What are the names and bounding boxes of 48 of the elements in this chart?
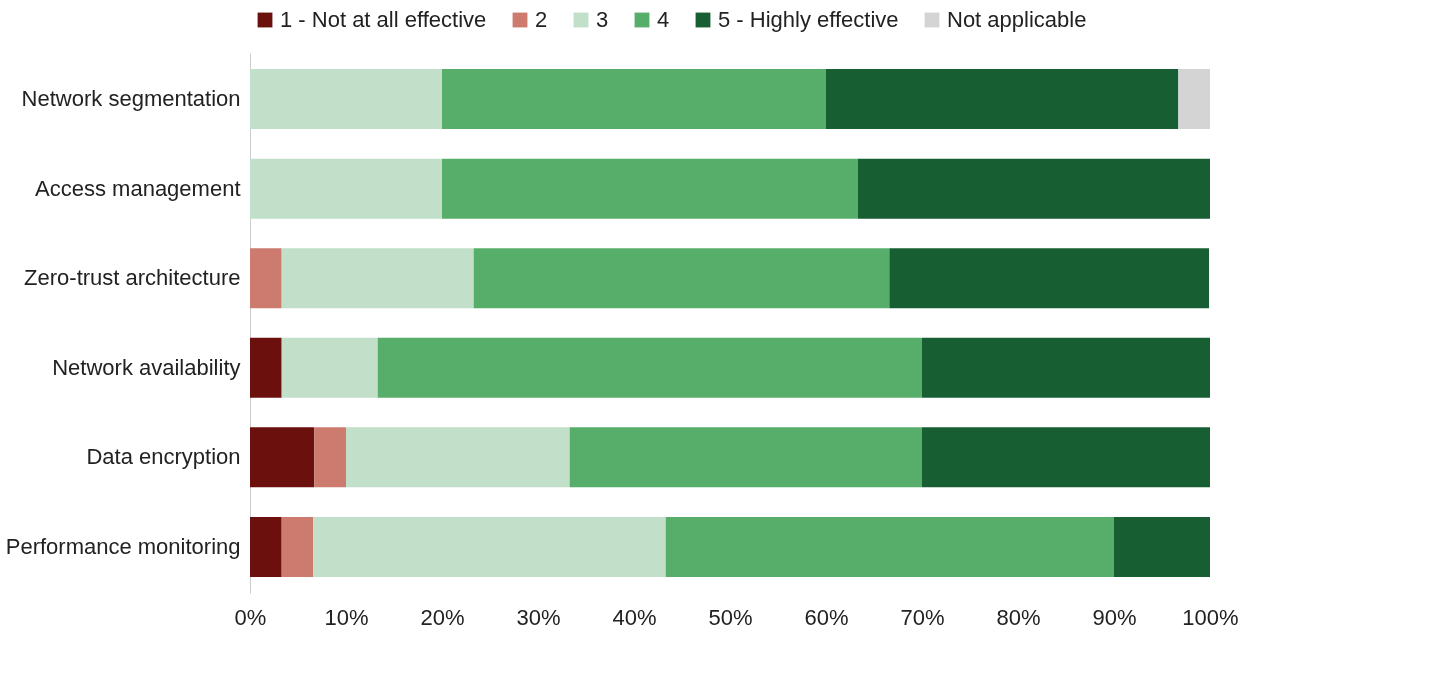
bar — [569, 427, 922, 488]
bar — [250, 158, 442, 219]
bar — [857, 158, 1210, 219]
bar — [922, 337, 1210, 398]
bar — [250, 516, 282, 577]
bar — [665, 516, 1114, 577]
bar — [281, 337, 378, 398]
x-tick-label: 60% — [804, 604, 849, 630]
x-tick-label: 80% — [996, 604, 1041, 630]
y-tick-label: Data encryption — [86, 444, 241, 470]
x-tick-label: 0% — [234, 604, 267, 630]
legend-label: 5 - Highly effective — [718, 7, 899, 32]
x-tick-label: 90% — [1092, 604, 1137, 630]
bar — [377, 337, 922, 398]
bar — [281, 248, 474, 309]
x-tick-label: 40% — [612, 604, 657, 630]
legend-label: 3 — [596, 7, 609, 32]
bar — [281, 516, 314, 577]
x-tick-label: 10% — [324, 604, 369, 630]
bar — [826, 69, 1179, 130]
legend-label: 4 — [657, 7, 670, 32]
y-tick-label: Performance monitoring — [5, 533, 241, 559]
y-tick-label: Access management — [35, 175, 241, 201]
bar — [473, 248, 890, 309]
legend-label: 1 - Not at all effective — [280, 7, 487, 32]
bar — [250, 248, 282, 309]
x-tick-label: 20% — [420, 604, 465, 630]
bar — [442, 69, 826, 130]
bar — [922, 427, 1210, 488]
bar — [250, 427, 315, 488]
bar — [1114, 516, 1210, 577]
bar — [442, 158, 858, 219]
legend-label: Not applicable — [947, 7, 1087, 32]
legend-label: 2 — [535, 7, 548, 32]
bar — [250, 69, 442, 130]
y-tick-label: Zero-trust architecture — [24, 265, 241, 291]
y-tick-label: Network availability — [52, 354, 241, 380]
bar — [1178, 69, 1210, 130]
x-tick-label: 50% — [708, 604, 753, 630]
bar — [250, 337, 282, 398]
bar — [889, 248, 1210, 309]
bar — [346, 427, 570, 488]
bar — [314, 427, 346, 488]
y-tick-label: Network segmentation — [21, 86, 241, 112]
x-tick-label: 70% — [900, 604, 945, 630]
bar — [313, 516, 666, 577]
x-tick-label: 100% — [1182, 604, 1239, 630]
x-tick-label: 30% — [516, 604, 561, 630]
